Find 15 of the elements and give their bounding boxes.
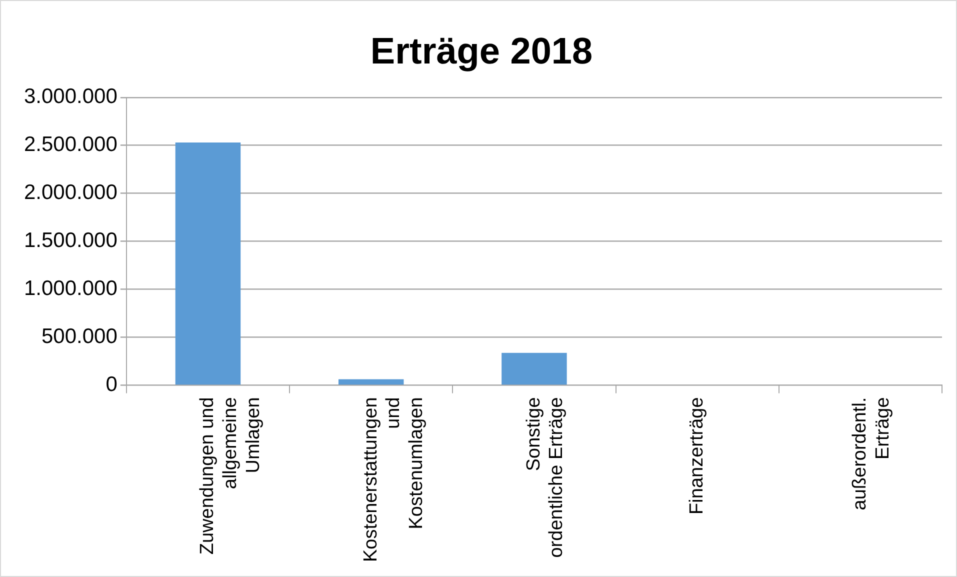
y-tick-label: 1.500.000 (24, 229, 118, 252)
bar (338, 379, 404, 385)
y-tick-label: 3.000.000 (24, 85, 118, 108)
y-tick-label: 1.000.000 (24, 277, 118, 300)
y-tick-label: 2.500.000 (24, 133, 118, 156)
x-tick-label: Kostenerstattungen und Kostenumlagen (360, 397, 427, 562)
x-tick-label: außerordentl. Erträge (850, 397, 894, 510)
x-tick-label: Zuwendungen und allgemeine Umlagen (197, 397, 264, 555)
chart-title: Erträge 2018 (370, 30, 593, 72)
bar (175, 142, 241, 385)
y-tick-label: 2.000.000 (24, 181, 118, 204)
y-tick-label: 500.000 (42, 325, 118, 348)
y-tick-label: 0 (106, 373, 118, 396)
bar (502, 352, 567, 385)
x-tick-label: Finanzerträge (686, 397, 708, 514)
